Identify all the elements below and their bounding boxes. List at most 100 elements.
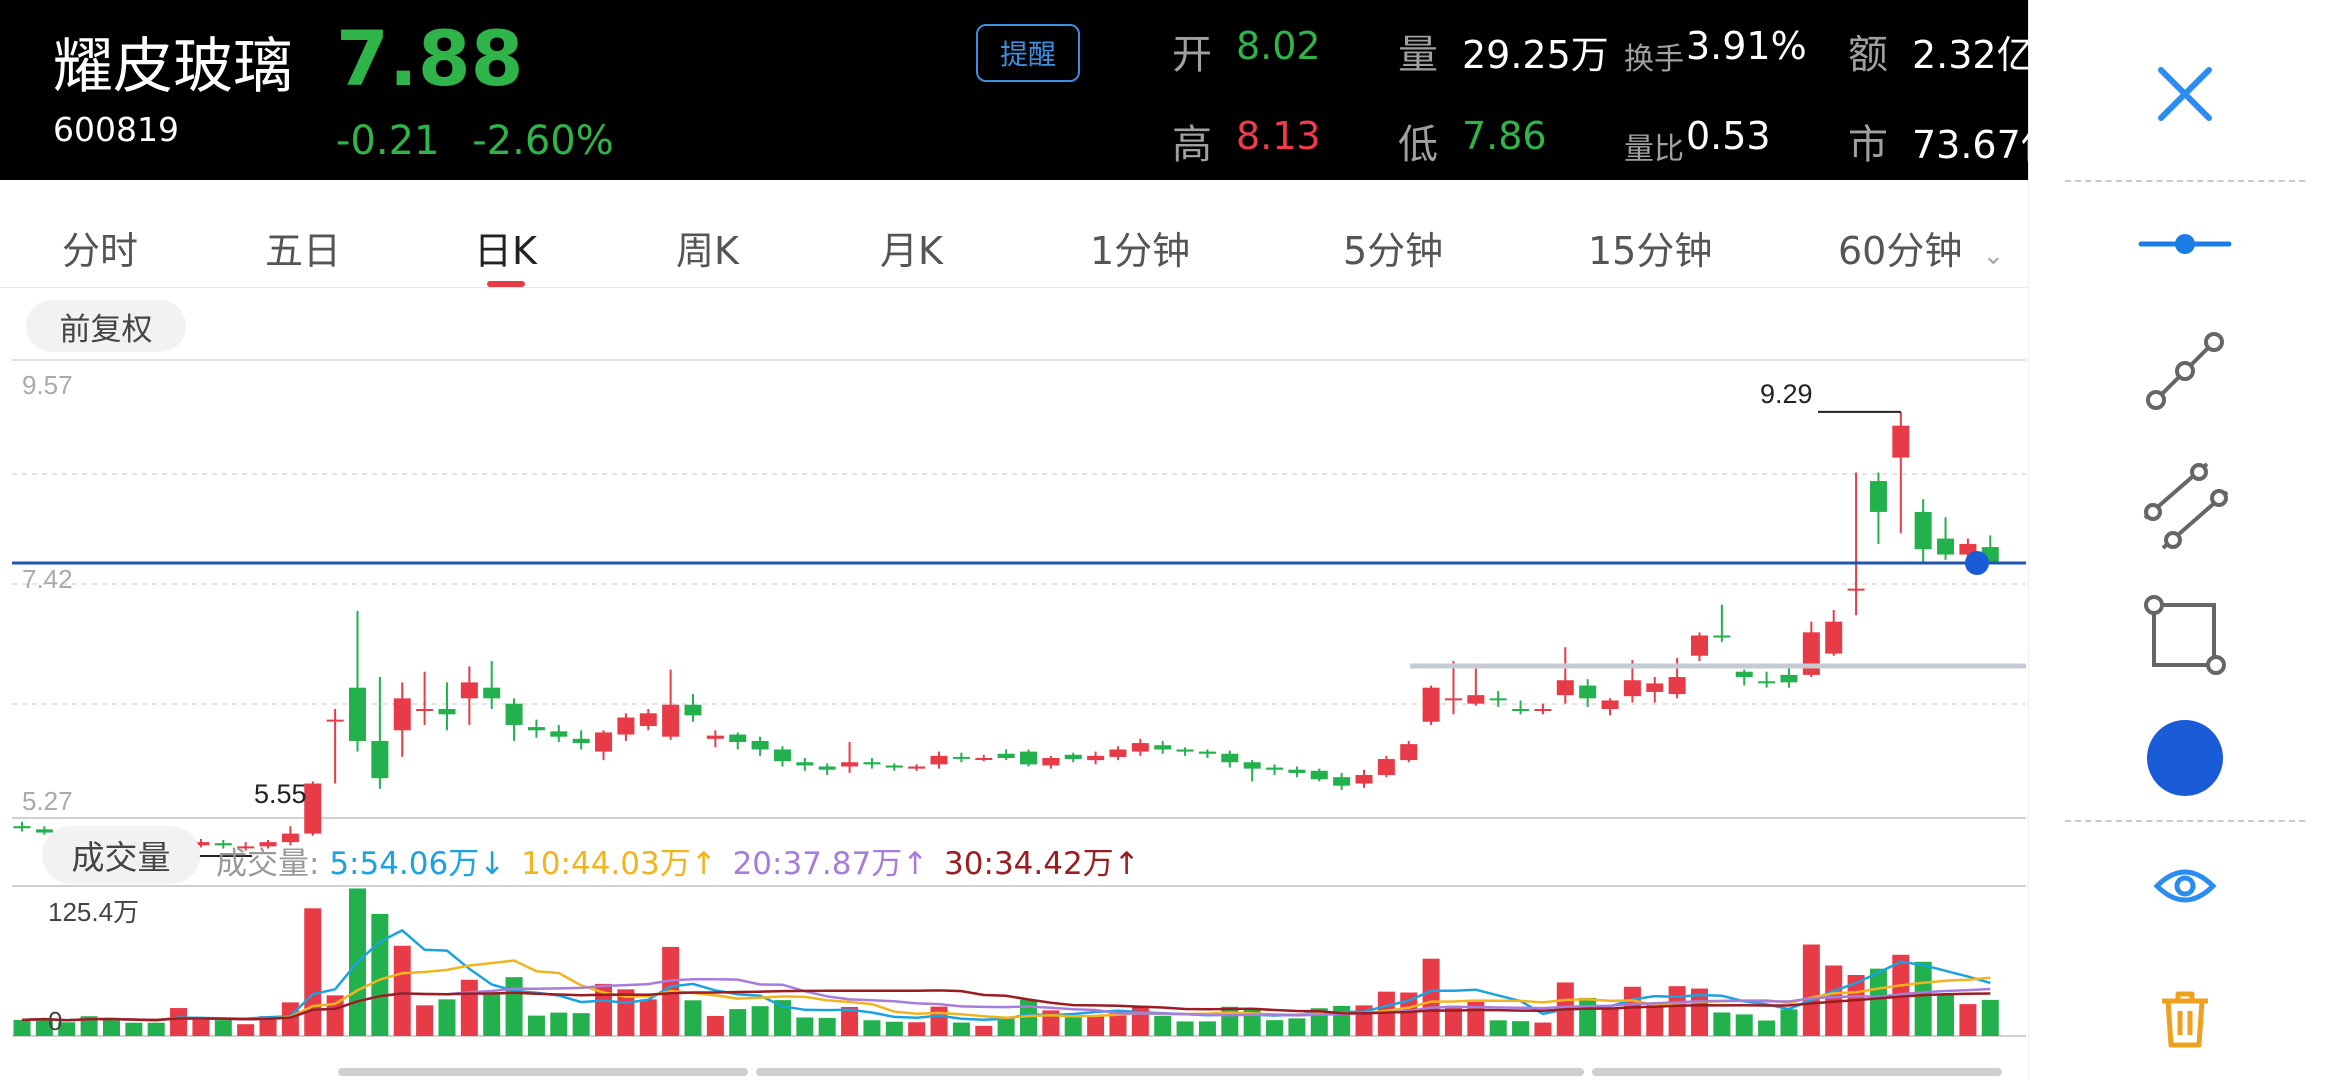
candle-body (1444, 698, 1462, 701)
candle-body (1042, 757, 1060, 766)
candle-body (997, 753, 1015, 758)
adjust-mode-button[interactable]: 前复权 (26, 300, 186, 352)
candle (1869, 472, 1887, 544)
volume-bar (1780, 1009, 1798, 1036)
kline-chart[interactable]: 9.57 7.42 5.27 9.29 5.55 125.4万 0 (0, 0, 2028, 1080)
candle-body (773, 749, 791, 762)
candle-body (1020, 751, 1037, 765)
volume-bar (1064, 1017, 1082, 1036)
candle (572, 730, 590, 750)
line-handle (1965, 551, 1989, 575)
y-axis-label-mid: 7.42 (22, 564, 73, 594)
candle-body (237, 846, 255, 849)
candle (1131, 738, 1149, 756)
candle-body (1400, 744, 1418, 761)
volume-bar (102, 1018, 120, 1036)
candle-body (1623, 680, 1641, 697)
candle (1020, 749, 1037, 767)
candle (1400, 740, 1418, 763)
volume-bar (550, 1012, 568, 1036)
tab-intraday[interactable]: 分时 (62, 229, 139, 273)
tab-15min[interactable]: 15分钟 (1588, 229, 1713, 273)
candle (1914, 499, 1932, 563)
market-cap-label: 市 (1848, 122, 1888, 168)
volume-bar (1042, 1010, 1060, 1036)
candle (304, 781, 322, 836)
candle (885, 763, 903, 771)
volume-bar (930, 1006, 948, 1036)
candle-body (885, 765, 903, 768)
parallel-line-tool-icon[interactable] (2135, 456, 2235, 556)
turnover-value: 3.91% (1686, 24, 1807, 68)
close-icon[interactable] (2145, 54, 2225, 134)
volume-bar (1198, 1021, 1216, 1036)
tab-monthly-k[interactable]: 月K (880, 229, 943, 273)
candle-body (1467, 695, 1485, 704)
drawn-lines[interactable] (12, 410, 2026, 857)
candle-body (1355, 775, 1373, 784)
candle-body (1489, 698, 1507, 701)
candle-body (796, 762, 814, 766)
tab-daily-k[interactable]: 日K (474, 229, 537, 273)
candle (952, 752, 970, 763)
volume-bar (1579, 997, 1597, 1036)
candle (1735, 669, 1753, 686)
chevron-down-icon: ⌄ (1982, 241, 2005, 271)
candle-body (1512, 708, 1530, 711)
candle-body (1087, 755, 1105, 761)
candle-body (1288, 769, 1306, 773)
candle (930, 751, 948, 769)
candle (662, 669, 680, 740)
candle-body (1802, 632, 1820, 675)
trash-icon[interactable] (2145, 984, 2225, 1054)
tab-1min[interactable]: 1分钟 (1090, 229, 1191, 273)
volume-bar (1400, 992, 1418, 1036)
alert-button[interactable]: 提醒 (976, 24, 1080, 82)
candle (863, 757, 881, 769)
volume-ma5-value: 5:54.06万 (329, 846, 480, 882)
color-picker-icon[interactable] (2145, 718, 2225, 798)
candle (460, 666, 478, 725)
scrollbar-segment (338, 1068, 748, 1076)
volume-bar (371, 913, 389, 1036)
candle (639, 708, 657, 731)
tab-five-day[interactable]: 五日 (265, 229, 342, 273)
candle (1847, 472, 1865, 616)
volume-bar (1176, 1021, 1194, 1036)
eye-icon[interactable] (2145, 856, 2225, 916)
volume-axis-label-zero: 0 (48, 1006, 62, 1036)
candle-body (13, 826, 31, 829)
candle (1713, 604, 1731, 642)
volume-bar (1221, 1006, 1239, 1036)
candle-body (1892, 425, 1910, 458)
tab-5min[interactable]: 5分钟 (1343, 229, 1444, 273)
rectangle-tool-icon[interactable] (2135, 586, 2235, 686)
candle-body (841, 762, 859, 767)
candle (908, 764, 926, 771)
volume-bar (572, 1013, 590, 1036)
volume-indicator-button[interactable]: 成交量 (42, 826, 200, 884)
candle-body (1914, 511, 1932, 550)
price-change: -0.21 -2.60% (336, 118, 614, 164)
horizontal-line-tool-icon[interactable] (2135, 214, 2235, 274)
candle (1489, 690, 1507, 707)
candle (1758, 671, 1776, 688)
vol-ratio-label: 量比 (1624, 132, 1684, 167)
candle-body (527, 727, 545, 731)
candle (259, 840, 277, 849)
trend-line-tool-icon[interactable] (2135, 326, 2235, 416)
candle-body (1266, 767, 1284, 770)
open-value: 8.02 (1236, 24, 1321, 68)
tab-weekly-k[interactable]: 周K (676, 229, 739, 273)
quote-header: 耀皮玻璃 600819 7.88 -0.21 -2.60% 提醒 开 8.02 … (0, 0, 2028, 180)
candle (438, 682, 456, 731)
volume-bar (1467, 999, 1485, 1036)
candle-body (304, 783, 322, 834)
volume-bar (639, 999, 657, 1036)
tab-60min[interactable]: 60分钟 ⌄ (1838, 220, 2004, 275)
scroll-indicators[interactable] (338, 1068, 2002, 1076)
volume-bar (1623, 986, 1641, 1036)
candle (1221, 750, 1239, 768)
volume-bar (1489, 1020, 1507, 1036)
volume-bar (908, 1022, 926, 1036)
